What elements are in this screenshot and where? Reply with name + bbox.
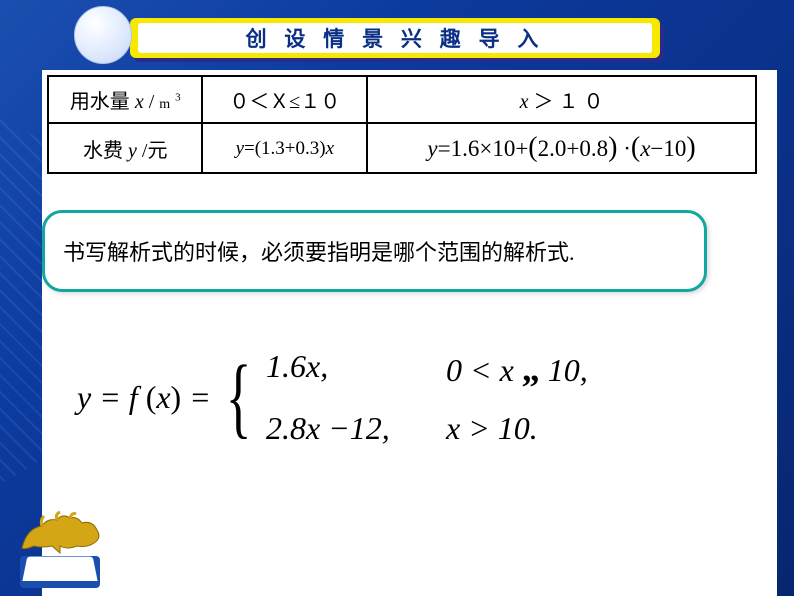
case-condition: x > 10.	[446, 410, 538, 447]
table-cell: y=1.6×10+(2.0+0.8) ·(x−10)	[367, 123, 756, 173]
case-row: 1.6x, 0 < x „ 10,	[266, 348, 588, 390]
table-cell: ０＜Ｘ≤１０	[202, 76, 367, 123]
left-brace: {	[225, 353, 251, 443]
case-condition: 0 < x „ 10,	[446, 348, 588, 390]
equation-cases: 1.6x, 0 < x „ 10, 2.8x −12, x > 10.	[266, 348, 588, 447]
water-fee-table: 用水量 x / m 3 ０＜Ｘ≤１０ x ＞ １ ０ 水费 y /元 y=(1.…	[47, 75, 757, 174]
case-expression: 1.6x,	[266, 348, 446, 390]
dragon-icon	[12, 498, 108, 568]
table-cell: 水费 y /元	[48, 123, 202, 173]
note-box: 书写解析式的时候，必须要指明是哪个范围的解析式.	[42, 210, 707, 292]
table-cell: y=(1.3+0.3)x	[202, 123, 367, 173]
piecewise-equation: y = f (x) = { 1.6x, 0 < x „ 10, 2.8x −12…	[77, 348, 588, 447]
content-area: 用水量 x / m 3 ０＜Ｘ≤１０ x ＞ １ ０ 水费 y /元 y=(1.…	[42, 70, 777, 596]
case-expression: 2.8x −12,	[266, 410, 446, 447]
title-inner: 创 设 情 景 兴 趣 导 入	[138, 23, 652, 53]
book-dragon-icon	[10, 498, 110, 588]
table-cell: 用水量 x / m 3	[48, 76, 202, 123]
note-text: 书写解析式的时候，必须要指明是哪个范围的解析式.	[63, 235, 575, 267]
table-cell: x ＞ １ ０	[367, 76, 756, 123]
slide-title: 创 设 情 景 兴 趣 导 入	[246, 23, 545, 53]
title-circle-decoration	[74, 6, 132, 64]
title-bar: 创 设 情 景 兴 趣 导 入	[130, 18, 660, 58]
equation-lhs: y = f (x) =	[77, 379, 211, 416]
table-row: 用水量 x / m 3 ０＜Ｘ≤１０ x ＞ １ ０	[48, 76, 756, 123]
table-row: 水费 y /元 y=(1.3+0.3)x y=1.6×10+(2.0+0.8) …	[48, 123, 756, 173]
case-row: 2.8x −12, x > 10.	[266, 410, 588, 447]
